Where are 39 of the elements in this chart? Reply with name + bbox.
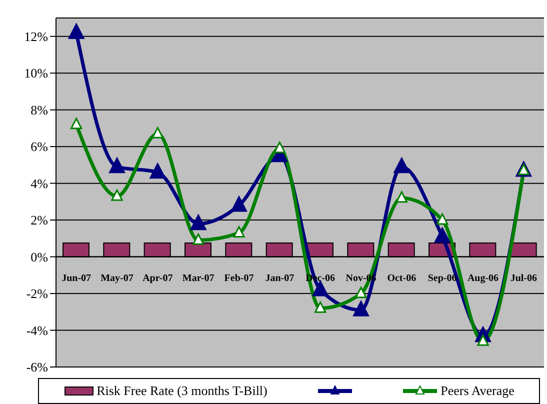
point — [190, 214, 206, 230]
x-tick-label: Mar-07 — [182, 272, 214, 284]
y-tick-label: -6% — [26, 360, 48, 375]
point — [192, 234, 204, 245]
y-tick-label: -4% — [26, 322, 48, 338]
x-tick-label: Jul-06 — [510, 272, 538, 284]
legend-label: Peers Average — [440, 383, 514, 399]
point — [355, 286, 367, 298]
x-tick-label: Jun-07 — [62, 272, 92, 284]
y-tick-label: 2% — [30, 212, 48, 228]
y-tick-label: 12% — [24, 28, 48, 44]
legend-label: Risk Free Rate (3 months T-Bill) — [96, 383, 268, 399]
x-tick-label: Apr-07 — [142, 272, 173, 284]
y-tick-label: 0% — [30, 249, 48, 264]
point — [150, 162, 166, 179]
point — [352, 300, 370, 316]
point — [68, 23, 84, 40]
y-tick-label: 10% — [24, 66, 48, 81]
x-tick-label: Aug-06 — [467, 272, 499, 284]
y-tick-label: -2% — [26, 286, 48, 302]
point — [394, 157, 410, 174]
point — [70, 118, 82, 130]
x-tick-label: Feb-07 — [224, 272, 254, 284]
y-tick-label: 4% — [30, 176, 48, 191]
x-tick-label: May-07 — [100, 272, 134, 284]
point — [477, 334, 489, 346]
point — [108, 157, 126, 174]
x-tick-label: Oct-06 — [387, 272, 416, 284]
point — [434, 227, 450, 243]
point — [436, 213, 448, 225]
point — [152, 126, 164, 138]
point — [111, 189, 123, 201]
y-tick-label: 6% — [30, 139, 48, 154]
y-tick-label: 8% — [30, 102, 48, 118]
point — [233, 226, 245, 238]
point — [314, 301, 326, 313]
point — [312, 280, 328, 296]
x-tick-label: Jan-07 — [265, 272, 294, 284]
point — [230, 196, 248, 212]
